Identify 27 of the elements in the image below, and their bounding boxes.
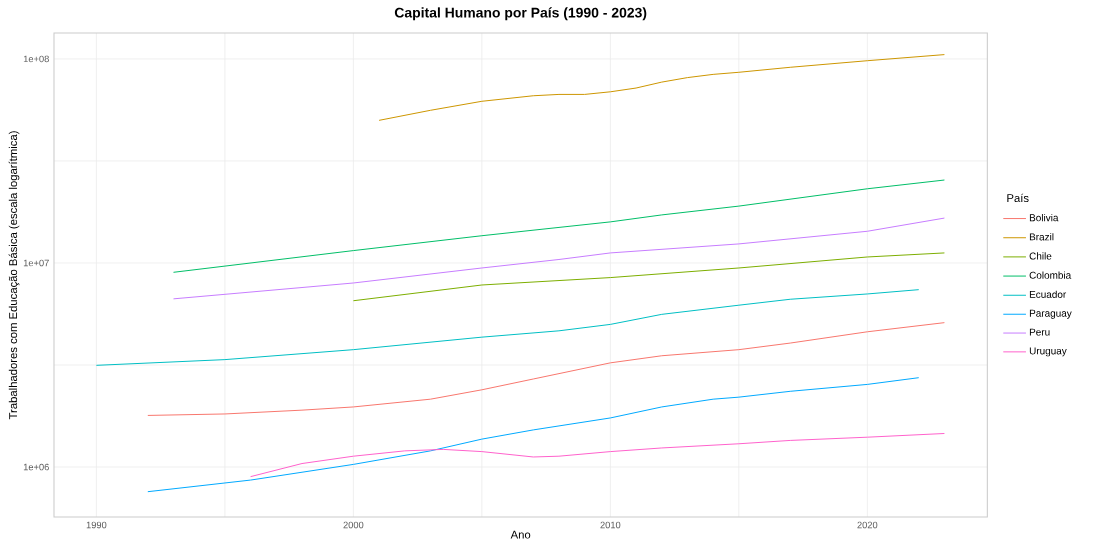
legend-label: Brazil bbox=[1029, 233, 1054, 241]
line-series bbox=[172, 217, 945, 300]
line-series bbox=[172, 179, 945, 273]
line-series bbox=[378, 54, 945, 121]
x-tick-label: 2020 bbox=[857, 521, 878, 529]
legend-label: Chile bbox=[1029, 252, 1052, 260]
legend-label: Bolivia bbox=[1029, 213, 1059, 222]
y-tick-label: 1e+08 bbox=[23, 55, 49, 63]
legend-title: País bbox=[1007, 193, 1029, 203]
y-tick-label: 1e+06 bbox=[23, 463, 49, 471]
x-tick-label: 2010 bbox=[600, 521, 621, 529]
legend-label: Ecuador bbox=[1029, 290, 1067, 298]
x-tick-label: 2000 bbox=[343, 521, 364, 529]
legend-label: Peru bbox=[1029, 328, 1050, 336]
y-axis-title: Trabalhadores com Educação Básica (escala logarítmica) bbox=[8, 131, 20, 420]
line-series bbox=[147, 322, 945, 416]
line-series bbox=[95, 289, 920, 366]
x-tick-label: 1990 bbox=[86, 521, 107, 529]
legend-label: Paraguay bbox=[1029, 309, 1072, 319]
line-series bbox=[352, 252, 945, 302]
legend-label: Colombia bbox=[1029, 271, 1072, 279]
line-series bbox=[250, 432, 945, 478]
legend-label: Uruguay bbox=[1029, 347, 1067, 357]
chart-title: Capital Humano por País (1990 - 2023) bbox=[394, 7, 647, 21]
line-series bbox=[147, 377, 920, 493]
y-tick-label: 1e+07 bbox=[23, 259, 49, 267]
x-axis-title: Ano bbox=[510, 530, 531, 539]
